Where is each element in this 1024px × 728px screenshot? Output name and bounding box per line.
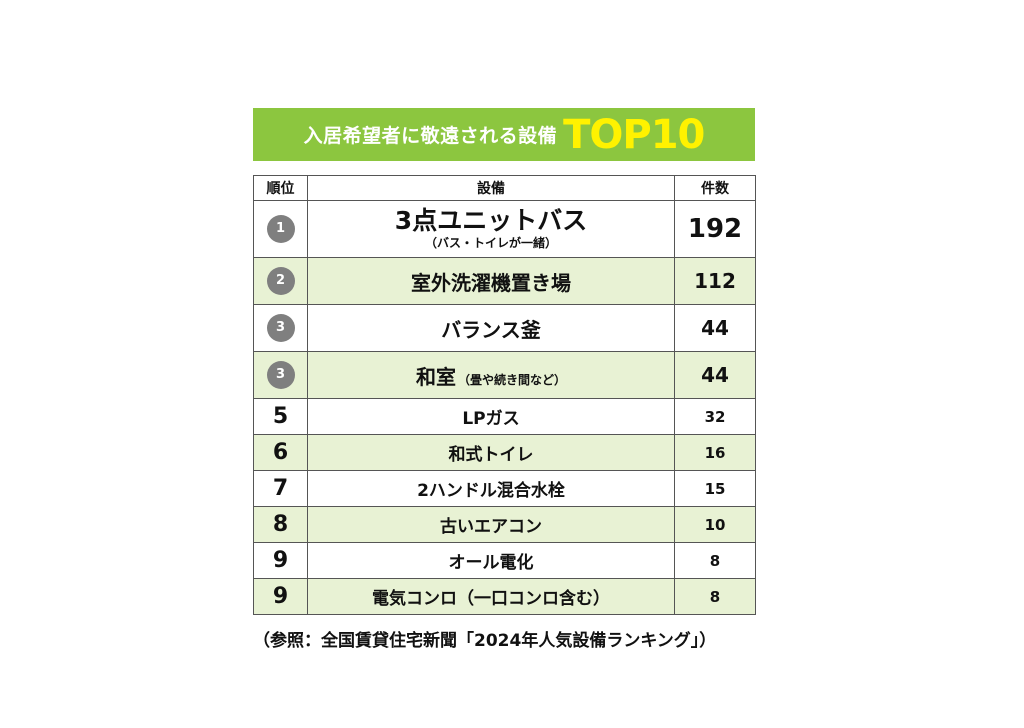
count-cell: 112 — [674, 257, 756, 305]
item-name: 室外洗濯機置き場 — [411, 270, 571, 295]
item-cell: 室外洗濯機置き場 — [307, 257, 675, 305]
count-cell: 8 — [674, 542, 756, 579]
rank-cell: 2 — [253, 257, 308, 305]
rank-number: 9 — [272, 548, 289, 573]
count-value: 10 — [704, 516, 726, 534]
count-cell: 32 — [674, 398, 756, 435]
rank-number: 9 — [272, 584, 289, 609]
table-row: 3 バランス釜 44 — [253, 304, 756, 352]
rank-cell: 8 — [253, 506, 308, 543]
rank-badge: 3 — [266, 314, 295, 342]
rank-badge: 1 — [266, 215, 295, 243]
table-row: 8 古いエアコン 10 — [253, 506, 756, 543]
count-value: 44 — [701, 316, 729, 340]
banner-top10-label: TOP10 — [563, 111, 705, 158]
item-cell: バランス釜 — [307, 304, 675, 352]
banner-title: 入居希望者に敬遠される設備 — [303, 125, 558, 147]
item-name: オール電化 — [448, 553, 534, 573]
item-name: 電気コンロ（一口コンロ含む） — [372, 589, 610, 609]
table-row: 3 和室 （畳や続き間など） 44 — [253, 351, 756, 399]
table-row: 6 和式トイレ 16 — [253, 434, 756, 471]
item-cell: 電気コンロ（一口コンロ含む） — [307, 578, 675, 615]
count-cell: 15 — [674, 470, 756, 507]
item-cell: オール電化 — [307, 542, 675, 579]
title-banner: 入居希望者に敬遠される設備 TOP10 — [253, 108, 755, 161]
item-name: 2ハンドル混合水栓 — [417, 481, 565, 501]
ranking-table: 順位 設備 件数 1 3点ユニットバス （バス・トイレが一緒） 192 2 室外… — [253, 175, 756, 615]
item-name: 古いエアコン — [440, 517, 542, 537]
source-caption: （参照：全国賃貸住宅新聞「2024年人気設備ランキング」） — [253, 631, 717, 651]
count-cell: 16 — [674, 434, 756, 471]
table-row: 2 室外洗濯機置き場 112 — [253, 257, 756, 305]
rank-badge: 3 — [266, 361, 295, 389]
rank-cell: 3 — [253, 351, 308, 399]
item-note: （バス・トイレが一緒） — [424, 236, 557, 251]
count-cell: 8 — [674, 578, 756, 615]
count-value: 32 — [704, 408, 726, 426]
rank-cell: 7 — [253, 470, 308, 507]
rank-number: 7 — [272, 476, 289, 501]
count-cell: 10 — [674, 506, 756, 543]
item-name: 和室 — [415, 364, 456, 389]
count-value: 15 — [704, 480, 726, 498]
rank-number: 5 — [272, 404, 289, 429]
table-header-row: 順位 設備 件数 — [253, 175, 756, 201]
header-count: 件数 — [674, 175, 756, 201]
item-cell: 古いエアコン — [307, 506, 675, 543]
item-cell: LPガス — [307, 398, 675, 435]
item-note: （畳や続き間など） — [457, 372, 566, 387]
count-value: 112 — [694, 269, 736, 293]
item-name: 3点ユニットバス — [394, 205, 588, 235]
item-cell: 2ハンドル混合水栓 — [307, 470, 675, 507]
count-value: 192 — [687, 214, 743, 244]
table-row: 9 電気コンロ（一口コンロ含む） 8 — [253, 578, 756, 615]
item-cell: 和式トイレ — [307, 434, 675, 471]
count-value: 8 — [709, 588, 721, 606]
rank-cell: 5 — [253, 398, 308, 435]
rank-number: 6 — [272, 440, 289, 465]
item-name: バランス釜 — [441, 317, 541, 342]
count-cell: 44 — [674, 351, 756, 399]
rank-cell: 1 — [253, 200, 308, 258]
table-row: 9 オール電化 8 — [253, 542, 756, 579]
header-rank: 順位 — [253, 175, 308, 201]
table-row: 5 LPガス 32 — [253, 398, 756, 435]
table-row: 7 2ハンドル混合水栓 15 — [253, 470, 756, 507]
item-cell: 和室 （畳や続き間など） — [307, 351, 675, 399]
item-name: LPガス — [462, 409, 520, 429]
count-cell: 44 — [674, 304, 756, 352]
rank-cell: 3 — [253, 304, 308, 352]
item-cell: 3点ユニットバス （バス・トイレが一緒） — [307, 200, 675, 258]
count-value: 44 — [701, 363, 729, 387]
count-value: 8 — [709, 552, 721, 570]
rank-number: 8 — [272, 512, 289, 537]
rank-cell: 6 — [253, 434, 308, 471]
count-cell: 192 — [674, 200, 756, 258]
header-item: 設備 — [307, 175, 675, 201]
item-name: 和式トイレ — [448, 445, 534, 465]
count-value: 16 — [704, 444, 726, 462]
rank-cell: 9 — [253, 578, 308, 615]
table-row: 1 3点ユニットバス （バス・トイレが一緒） 192 — [253, 200, 756, 258]
rank-badge: 2 — [266, 267, 295, 295]
rank-cell: 9 — [253, 542, 308, 579]
